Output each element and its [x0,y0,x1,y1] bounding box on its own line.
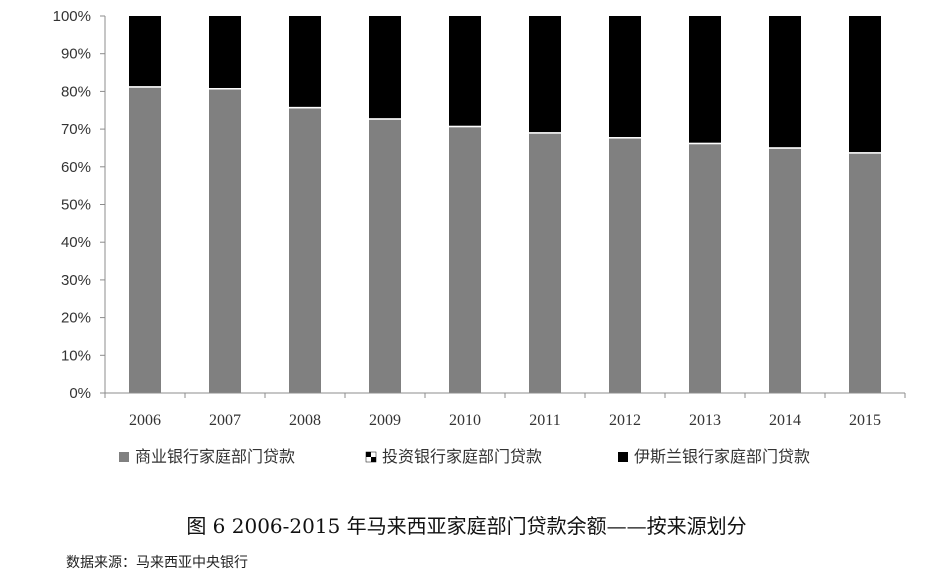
bar-segment-investment [209,88,241,90]
legend-swatch [371,457,376,462]
x-tick-label: 2009 [369,412,401,429]
bar-segment-islamic [449,16,481,126]
bar-segment-islamic [369,16,401,119]
x-tick-label: 2010 [449,412,481,429]
y-tick-label: 10% [61,347,91,364]
figure-caption: 图 6 2006-2015 年马来西亚家庭部门贷款余额——按来源划分 [186,514,747,538]
bar-segment-investment [129,86,161,88]
bar-segment-commercial [769,148,801,393]
x-tick-label: 2006 [129,412,161,429]
bar-segment-commercial [449,127,481,393]
bar-segment-investment [689,142,721,145]
bar-segment-commercial [209,89,241,393]
bars-area [129,16,881,394]
y-tick-label: 40% [61,234,91,251]
y-tick-label: 80% [61,83,91,100]
bar-segment-investment [369,118,401,120]
y-tick-label: 20% [61,310,91,327]
y-tick-label: 60% [61,159,91,176]
legend-swatch [618,452,628,462]
x-tick-label: 2013 [689,412,721,429]
y-tick-label: 50% [61,197,91,214]
bar-segment-investment [289,106,321,109]
legend-swatch [119,452,129,462]
legend: 商业银行家庭部门贷款 投资银行家庭部门贷款 伊斯兰银行家庭部门贷款 [119,447,810,466]
legend-label: 投资银行家庭部门贷款 [382,447,542,466]
bar-segment-commercial [369,119,401,394]
bar-segment-islamic [609,16,641,138]
bar-segment-commercial [129,87,161,393]
bar-segment-investment [529,132,561,134]
x-tick-label: 2012 [609,412,641,429]
bar-segment-investment [609,137,641,139]
bar-segment-islamic [289,16,321,107]
x-tick-label: 2015 [849,412,881,429]
stacked-bar-chart: 0%10%20%30%40%50%60%70%80%90%100% 2006 20… [53,8,906,466]
x-axis: 2006 2007 2008 2009 2010 2011 2012 2013 2014 2015 [104,392,906,429]
bar-segment-investment [849,152,881,154]
x-tick-label: 2007 [209,412,241,429]
bar-segment-investment [449,125,481,128]
bar-segment-islamic [129,16,161,87]
bar-segment-islamic [769,16,801,148]
y-tick-label: 70% [61,121,91,138]
bar-segment-commercial [689,144,721,393]
bar-segment-investment [769,147,801,149]
bar-segment-commercial [529,133,561,393]
legend-swatch [366,452,371,457]
y-tick-label: 100% [53,8,91,25]
bar-segment-commercial [609,138,641,393]
bar-segment-commercial [289,108,321,394]
legend-label: 伊斯兰银行家庭部门贷款 [634,447,810,466]
data-source: 数据来源：马来西亚中央银行 [66,555,248,571]
legend-label: 商业银行家庭部门贷款 [135,447,295,466]
y-tick-label: 0% [69,385,91,402]
legend-swatch-border [365,451,377,463]
y-tick-label: 90% [61,46,91,63]
bar-segment-islamic [849,16,881,153]
bar-segment-commercial [849,153,881,393]
x-tick-label: 2011 [529,412,560,429]
y-tick-label: 30% [61,272,91,289]
bar-segment-islamic [529,16,561,133]
x-tick-label: 2014 [769,412,801,429]
bar-segment-islamic [689,16,721,143]
x-tick-label: 2008 [289,412,321,429]
y-axis: 0% 10% 20% 30% 40% 50% 60% 70% 80% 90% 100% [53,8,106,402]
bar-segment-islamic [209,16,241,89]
